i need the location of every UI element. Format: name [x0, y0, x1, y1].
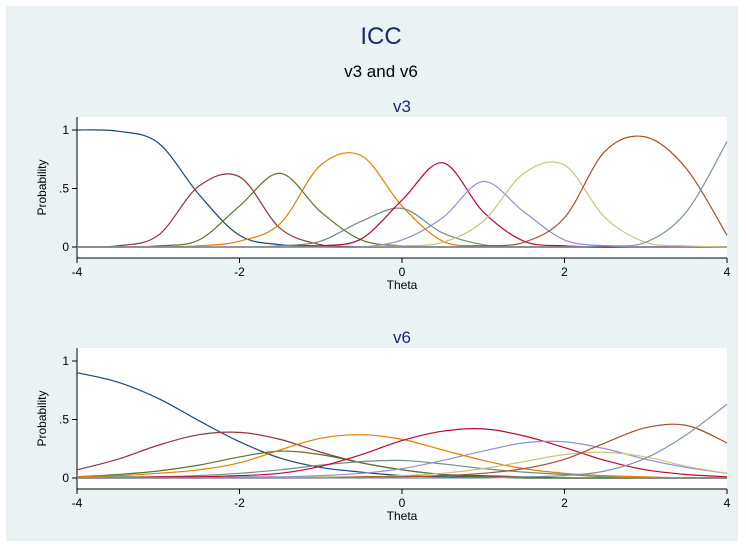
series-line-10 [77, 141, 728, 248]
plot-area [77, 348, 727, 489]
x-tick-label: 2 [561, 265, 568, 279]
x-tick-label: -2 [234, 265, 245, 279]
x-tick-label: -2 [234, 496, 245, 510]
y-axis-label: Probability [35, 390, 49, 446]
figure-subtitle: v3 and v6 [344, 62, 418, 81]
x-tick-label: -4 [72, 265, 83, 279]
y-tick-label: 1 [62, 354, 69, 368]
panel-title: v3 [393, 97, 411, 116]
x-tick-label: -4 [72, 496, 83, 510]
series-line-5 [76, 459, 727, 479]
x-axis-label: Theta [387, 278, 418, 292]
y-tick-label: .5 [59, 413, 69, 427]
panel-1: v3 0 .5 1 -4 -2 0 2 4 Theta Probability [35, 97, 731, 292]
x-tick-label: 4 [724, 496, 731, 510]
x-axis-label: Theta [387, 509, 418, 523]
series-line-4 [76, 434, 728, 479]
panel-2: v6 0 .5 1 -4 -2 0 2 4 Theta Probability [35, 328, 731, 523]
plot-area [77, 117, 727, 258]
figure-title: ICC [360, 23, 401, 50]
y-tick-label: 0 [62, 471, 69, 485]
panel-title: v6 [393, 328, 411, 347]
x-tick-label: 2 [561, 496, 568, 510]
y-tick-label: .5 [59, 182, 69, 196]
x-tick-label: 0 [399, 496, 406, 510]
series-line-10 [77, 403, 728, 479]
y-tick-label: 1 [62, 123, 69, 137]
series-line-6 [76, 428, 728, 479]
y-axis-label: Probability [35, 159, 49, 215]
series-line-3 [76, 450, 727, 479]
y-tick-label: 0 [62, 240, 69, 254]
x-tick-label: 0 [399, 265, 406, 279]
panels: v3 0 .5 1 -4 -2 0 2 4 Theta Probability v6 0 .5 1 -4 -2 0… [35, 97, 731, 523]
x-tick-label: 4 [724, 265, 731, 279]
